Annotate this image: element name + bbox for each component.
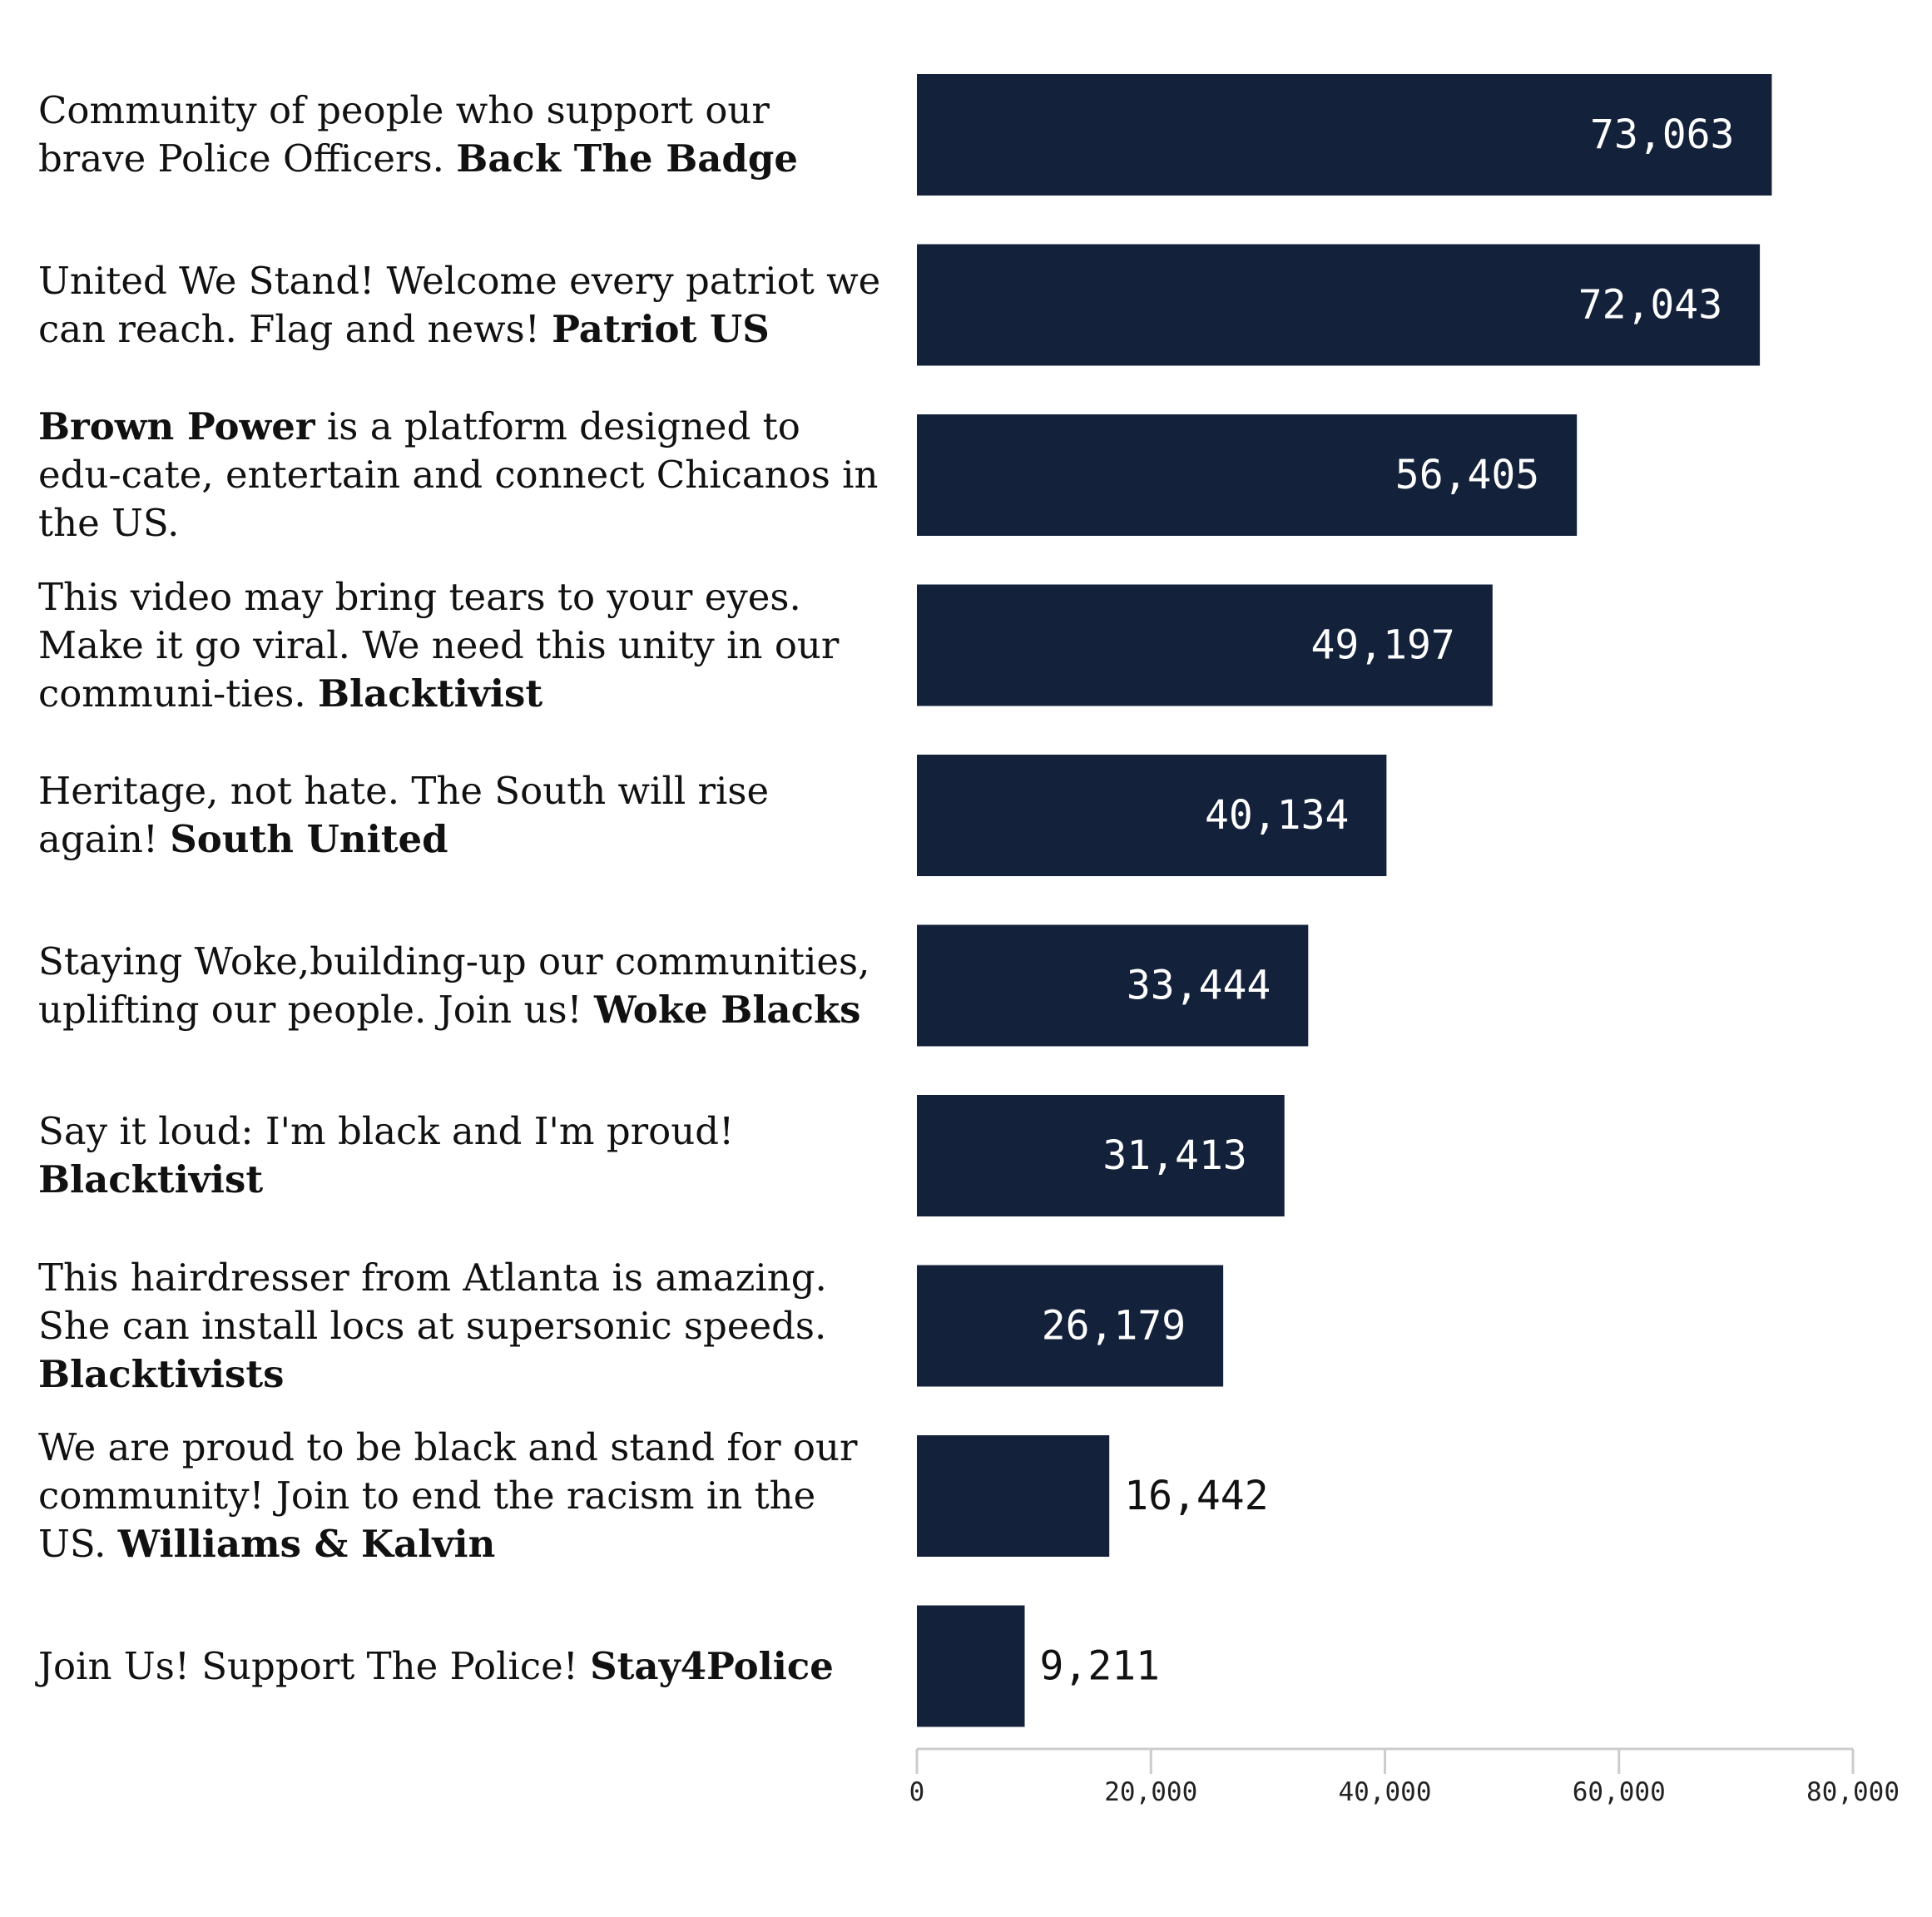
category-label-text: Staying Woke,building-up our communities… [38,938,887,1034]
bar [917,1435,1110,1557]
category-label-text: United We Stand! Welcome every patriot w… [38,257,887,354]
category-label-text: Community of people who support our brav… [38,87,887,183]
x-tick-label: 20,000 [1104,1777,1197,1807]
category-label-text: Say it loud: I'm black and I'm proud! Bl… [38,1107,887,1204]
data-label: 16,442 [1124,1473,1268,1519]
category-text: Join Us! Support The Police! [38,1643,591,1688]
category-label: Say it loud: I'm black and I'm proud! Bl… [38,1087,887,1225]
data-label: 73,063 [1590,111,1734,158]
page-name: Brown Power [38,404,315,448]
category-label-text: This hairdresser from Atlanta is amazing… [38,1254,887,1399]
data-label: 31,413 [1102,1132,1246,1179]
category-label: Staying Woke,building-up our communities… [38,917,887,1055]
category-label: United We Stand! Welcome every patriot w… [38,236,887,374]
category-label: This video may bring tears to your eyes.… [38,575,887,716]
page-name: Blacktivist [38,1157,264,1201]
page-name: Stay4Police [590,1643,834,1688]
category-label: We are proud to be black and stand for o… [38,1424,887,1568]
page-name: Blacktivists [38,1351,285,1396]
page-name: Patriot US [552,306,770,351]
page-name: Woke Blacks [593,987,861,1032]
x-tick-label: 0 [909,1777,925,1807]
category-text: This hairdresser from Atlanta is amazing… [38,1255,827,1348]
bar [917,584,1493,706]
category-text: Community of people who support our brav… [38,88,770,181]
x-tick-label: 40,000 [1339,1777,1432,1807]
bar [917,414,1578,536]
category-label: Community of people who support our brav… [38,66,887,204]
category-text: Heritage, not hate. The South will rise … [38,769,770,861]
x-axis: 0 20,000 40,000 60,000 80,000 [909,1747,1900,1807]
category-text: Say it loud: I'm black and I'm proud! [38,1109,735,1153]
data-label: 49,197 [1310,622,1454,669]
category-text: We are proud to be black and stand for o… [38,1425,858,1566]
category-text: This video may bring tears to your eyes.… [38,574,840,716]
category-label: Brown Power is a platform designed to ed… [38,403,887,547]
bar [917,755,1387,876]
category-label-text: We are proud to be black and stand for o… [38,1424,887,1568]
category-label-text: This video may bring tears to your eyes.… [38,573,887,718]
data-label: 26,179 [1042,1303,1186,1350]
category-label: Join Us! Support The Police! Stay4Police [38,1598,887,1736]
bar [917,1605,1025,1727]
category-label: Heritage, not hate. The South will rise … [38,746,887,884]
data-label: 40,134 [1205,792,1349,839]
data-label: 33,444 [1127,963,1271,1009]
category-label-text: Join Us! Support The Police! Stay4Police [38,1642,887,1691]
page-name: Back The Badge [456,136,798,181]
category-label: This hairdresser from Atlanta is amazing… [38,1256,887,1396]
category-text: United We Stand! Welcome every patriot w… [38,258,881,351]
bar [917,924,1309,1047]
category-text: Staying Woke,building-up our communities… [38,939,870,1032]
page-name: Williams & Kalvin [117,1522,496,1566]
page-name: South United [170,817,448,861]
category-text: is a platform designed to edu-cate, ente… [38,404,879,545]
data-label: 56,405 [1395,452,1539,498]
bar [917,74,1772,196]
bars-group: 73,063 72,043 56,405 49,197 40,134 33,444 31,4… [917,74,1772,1727]
category-label-text: Heritage, not hate. The South will rise … [38,767,887,864]
data-label: 72,043 [1578,282,1722,329]
category-label-text: Brown Power is a platform designed to ed… [38,403,887,547]
bar [917,1095,1285,1216]
x-tick-label: 80,000 [1806,1777,1900,1807]
page-name: Blacktivist [318,671,543,716]
bar [917,244,1761,366]
data-label: 9,211 [1040,1643,1161,1690]
bar [917,1265,1224,1387]
x-tick-label: 60,000 [1573,1777,1666,1807]
